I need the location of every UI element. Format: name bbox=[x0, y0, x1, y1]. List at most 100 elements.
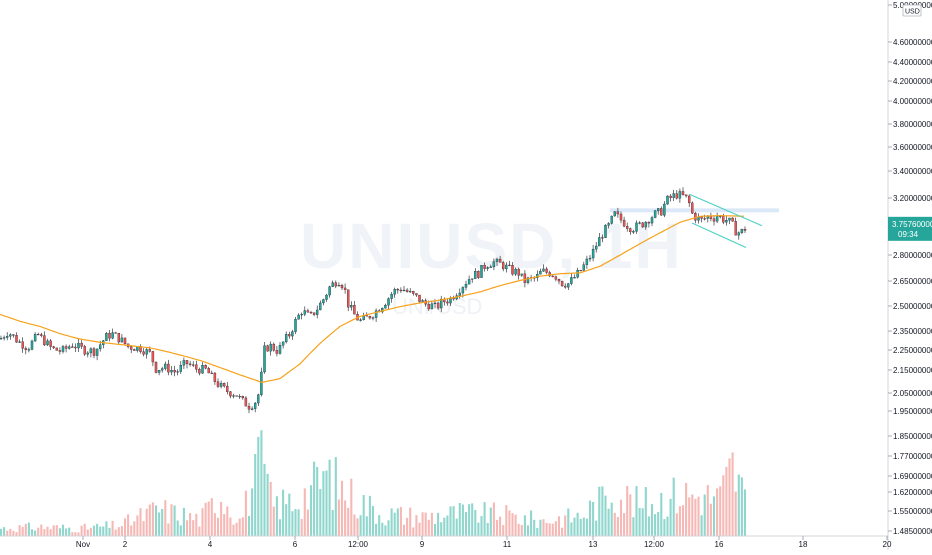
candle bbox=[309, 310, 313, 314]
candle bbox=[492, 258, 496, 271]
volume-bar bbox=[365, 516, 368, 536]
candle bbox=[514, 267, 517, 277]
candle bbox=[489, 264, 492, 268]
candle bbox=[585, 255, 589, 269]
volume-bar bbox=[712, 496, 716, 536]
volume-bar bbox=[424, 512, 427, 536]
time-tick-label: 11 bbox=[503, 540, 512, 549]
volume-bar bbox=[254, 453, 257, 536]
candle bbox=[632, 229, 635, 234]
volume-bar bbox=[678, 506, 681, 536]
candle bbox=[681, 187, 685, 196]
volume-bar bbox=[257, 436, 260, 536]
candle bbox=[567, 283, 570, 290]
price-tick-label: 2.65000000 bbox=[893, 277, 932, 286]
volume-bar bbox=[142, 521, 145, 536]
volume-bar bbox=[545, 522, 548, 536]
candle bbox=[511, 262, 514, 276]
volume-bar bbox=[127, 514, 130, 536]
volume-bar bbox=[99, 526, 102, 536]
volume-bar bbox=[359, 515, 362, 536]
last-price-value: 3.75760000 bbox=[892, 220, 932, 229]
volume-bar bbox=[635, 486, 638, 536]
volume-bar bbox=[737, 474, 740, 536]
time-tick-label: 12:00 bbox=[348, 540, 369, 549]
candle bbox=[195, 360, 198, 373]
candle bbox=[328, 285, 331, 298]
volume-bar bbox=[647, 516, 650, 536]
volume-bar bbox=[151, 502, 154, 536]
volume-bar bbox=[520, 524, 523, 536]
volume-bar bbox=[660, 492, 663, 536]
candle bbox=[675, 190, 678, 200]
volume-bar bbox=[220, 501, 223, 536]
time-tick-label: Nov bbox=[76, 540, 90, 549]
candle bbox=[49, 339, 52, 351]
candle bbox=[294, 316, 297, 335]
candle bbox=[306, 308, 310, 313]
candle bbox=[551, 275, 554, 278]
candle bbox=[300, 312, 303, 320]
time-tick-label: 2 bbox=[123, 540, 128, 549]
volume-bar bbox=[223, 514, 226, 536]
volume-bar bbox=[468, 504, 471, 536]
volume-bar bbox=[328, 459, 331, 536]
candle bbox=[477, 270, 480, 279]
volume-bar bbox=[623, 513, 626, 536]
volume-bar bbox=[167, 523, 170, 536]
price-tick-label: 3.60000000 bbox=[893, 143, 932, 152]
candle bbox=[266, 344, 269, 352]
volume-bar bbox=[18, 525, 21, 536]
candle bbox=[61, 344, 65, 354]
volume-bar bbox=[238, 518, 241, 536]
volume-bar bbox=[297, 509, 300, 536]
volume-bar bbox=[399, 506, 402, 536]
volume-bar bbox=[418, 522, 421, 536]
candle bbox=[43, 331, 46, 347]
candle bbox=[393, 287, 396, 298]
volume-bar bbox=[567, 508, 570, 536]
volume-bar bbox=[334, 457, 337, 536]
volume-bar bbox=[30, 529, 34, 536]
volume-bar bbox=[68, 527, 71, 536]
candle bbox=[18, 339, 21, 343]
time-tick-label: 18 bbox=[799, 540, 808, 549]
volume-bar bbox=[387, 520, 390, 536]
volume-bar bbox=[688, 497, 691, 536]
candle bbox=[384, 303, 387, 309]
candle bbox=[6, 332, 9, 341]
volume-bar bbox=[511, 513, 514, 536]
price-tick-label: 3.20000000 bbox=[893, 194, 932, 203]
candle bbox=[483, 262, 486, 272]
candle bbox=[24, 346, 27, 355]
volume-bar bbox=[198, 526, 201, 536]
volume-bar bbox=[111, 520, 114, 536]
volume-bar bbox=[415, 515, 418, 536]
volume-bar bbox=[309, 485, 313, 536]
time-axis[interactable]: Nov 2 4 6 12:00 9 11 13 12:00 16 18 20 bbox=[76, 536, 892, 549]
volume-bar bbox=[455, 518, 458, 536]
candle bbox=[86, 351, 89, 358]
volume-bar bbox=[601, 486, 604, 536]
candle bbox=[613, 211, 616, 217]
candle bbox=[12, 334, 15, 338]
volume-bar bbox=[427, 519, 430, 536]
volume-bar bbox=[229, 517, 232, 536]
price-tick-label: 2.50000000 bbox=[893, 302, 932, 311]
volume-bar bbox=[716, 488, 719, 536]
volume-bar bbox=[105, 521, 108, 536]
volume-bar bbox=[421, 512, 424, 536]
volume-bar bbox=[393, 512, 396, 536]
candle bbox=[505, 262, 508, 273]
volume-bar bbox=[40, 524, 43, 536]
volume-bar bbox=[114, 529, 117, 536]
volume-bar bbox=[588, 500, 592, 536]
volume-bar bbox=[37, 527, 40, 536]
candle bbox=[325, 293, 328, 302]
candle bbox=[641, 222, 644, 228]
candle bbox=[235, 395, 238, 397]
volume-bar bbox=[46, 526, 49, 536]
candle bbox=[232, 393, 235, 399]
